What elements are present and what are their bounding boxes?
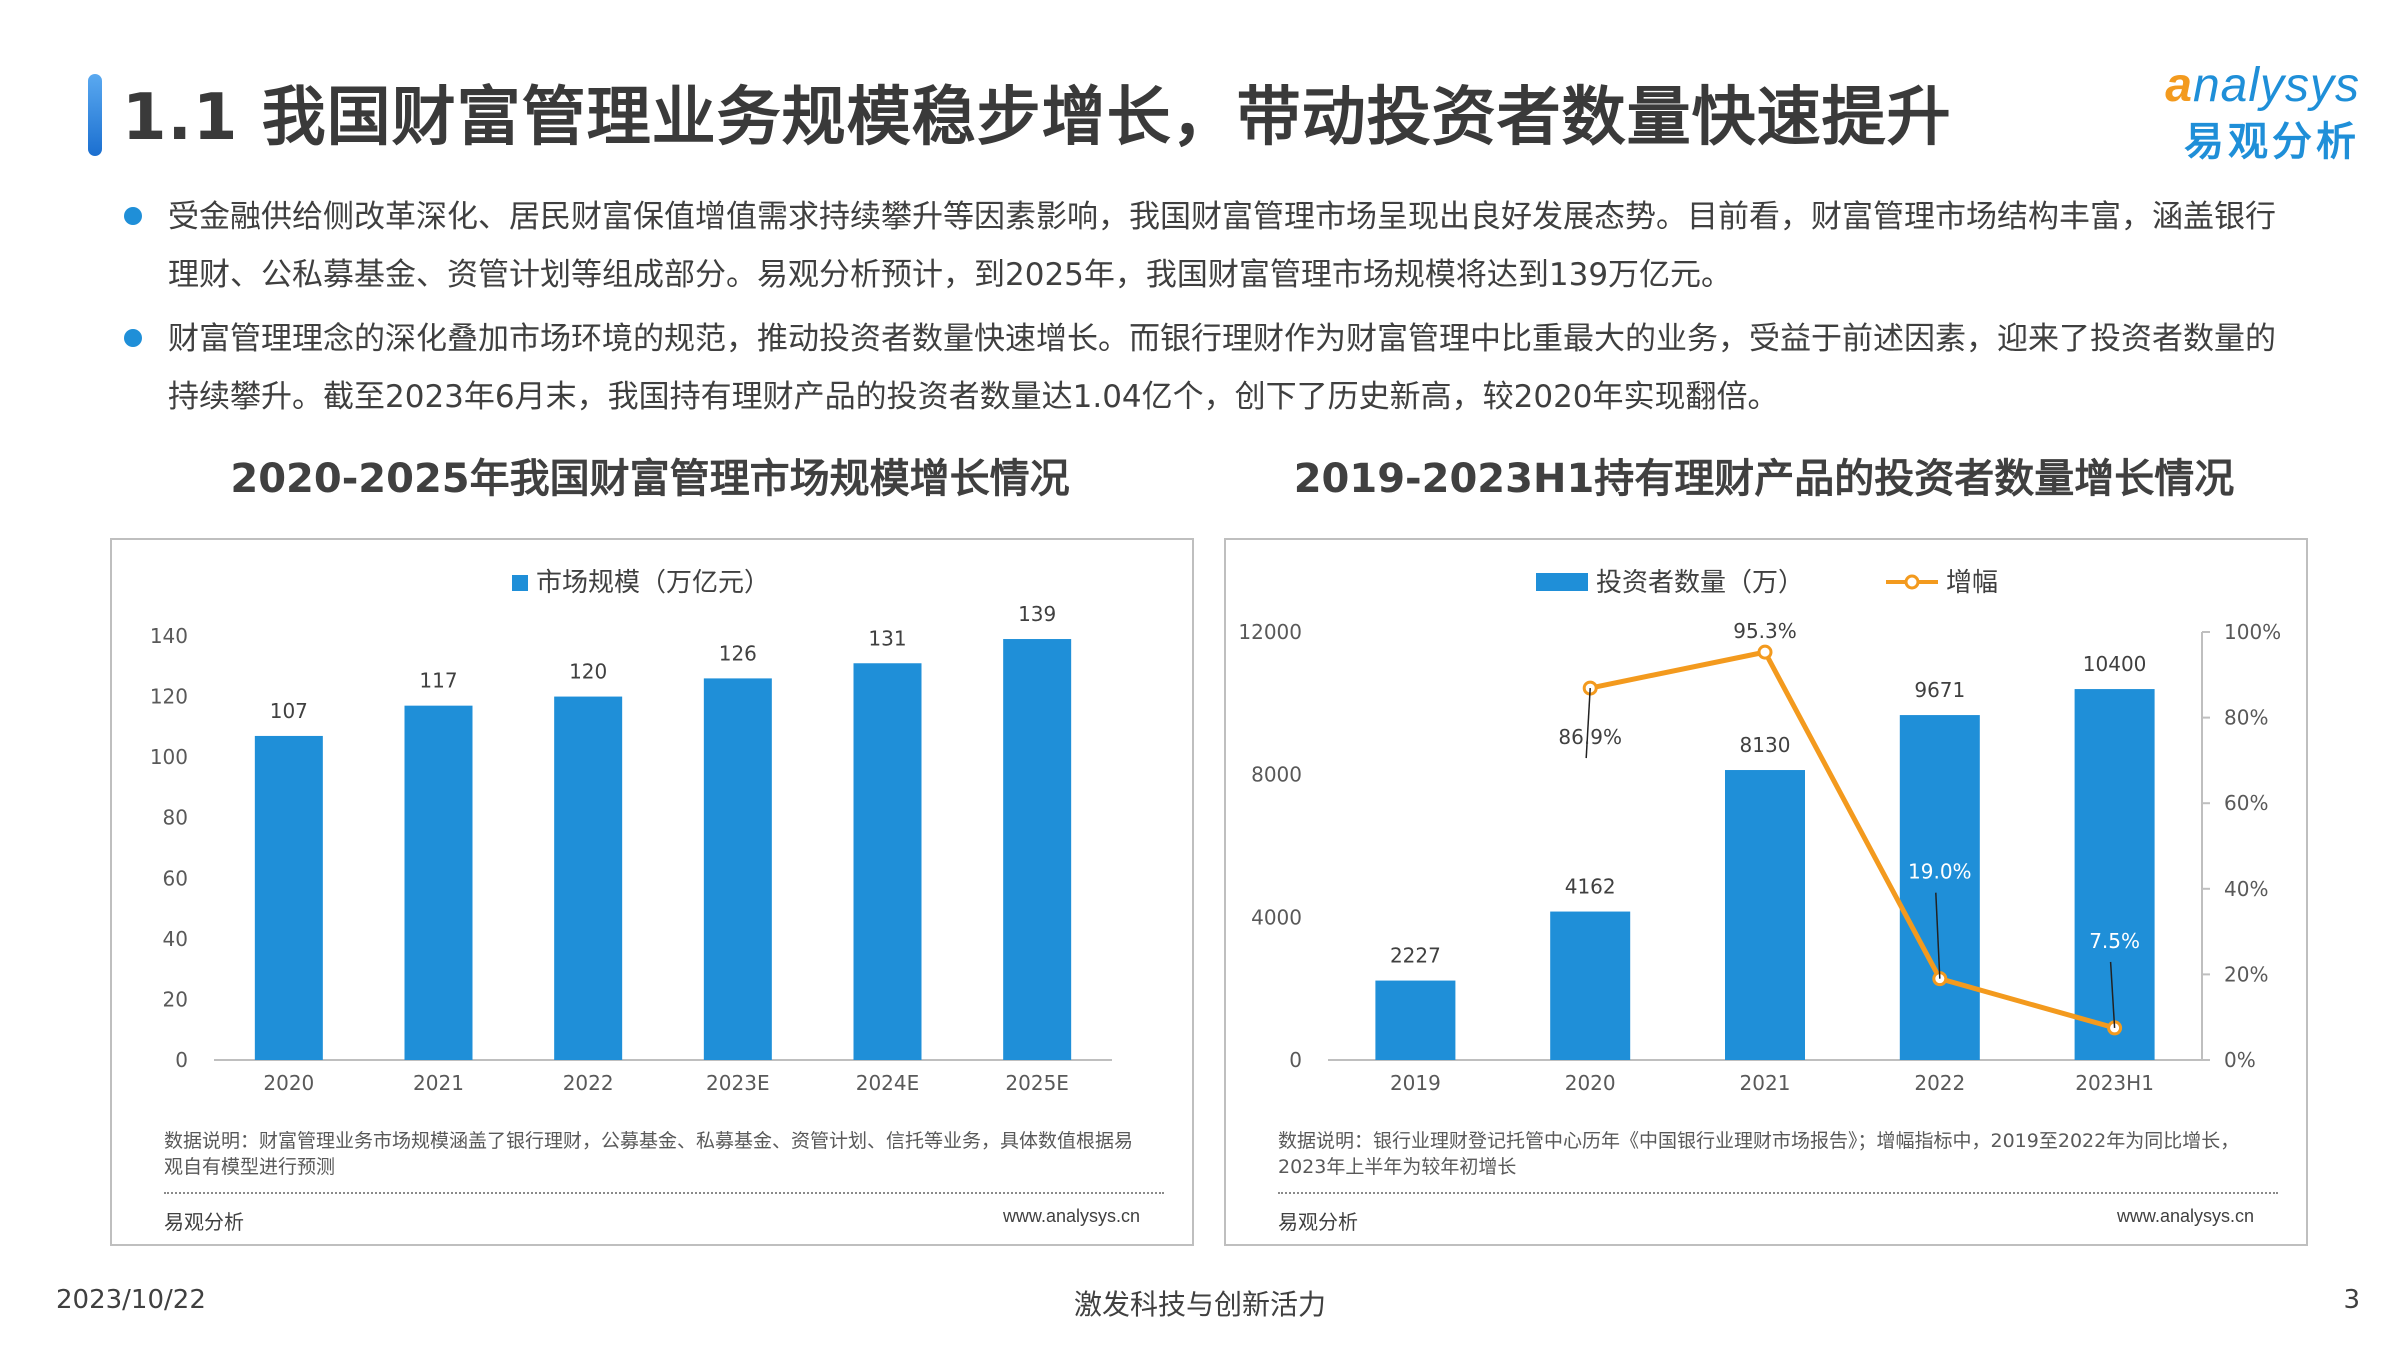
label-leader-line bbox=[1935, 892, 1941, 979]
growth-line bbox=[1589, 649, 2116, 1031]
x-tick-label: 2022 bbox=[1914, 1071, 1965, 1095]
x-tick-label: 2022 bbox=[563, 1071, 614, 1095]
y-tick-label: 120 bbox=[150, 685, 188, 709]
dotted-divider bbox=[1278, 1192, 2278, 1194]
y-right-tick-label: 0% bbox=[2224, 1048, 2256, 1072]
chart-panel-market-size: 市场规模（万亿元） 0 20 40 60 80 100 120 140 107 2020 117 202… bbox=[110, 538, 1194, 1246]
x-tick-label: 2024E bbox=[856, 1071, 920, 1095]
bar bbox=[254, 735, 323, 1060]
y-tick-label: 0 bbox=[175, 1048, 188, 1072]
x-tick-label: 2023E bbox=[706, 1071, 770, 1095]
legend-label: 投资者数量（万） bbox=[1596, 568, 1804, 598]
y-left-tick-label: 8000 bbox=[1251, 763, 1302, 787]
bar-value-label: 126 bbox=[719, 641, 757, 665]
footer-date: 2023/10/22 bbox=[56, 1285, 206, 1315]
y-right-tick-label: 40% bbox=[2224, 877, 2268, 901]
chart-title-market-size: 2020-2025年我国财富管理市场规模增长情况 bbox=[230, 456, 1070, 502]
legend-label: 市场规模（万亿元） bbox=[536, 568, 770, 598]
source-label: 易观分析 bbox=[1278, 1210, 1358, 1234]
bar-value-label: 4162 bbox=[1565, 875, 1616, 899]
bar bbox=[703, 678, 772, 1060]
x-tick-label: 2025E bbox=[1005, 1071, 1069, 1095]
y-tick-label: 80 bbox=[163, 806, 188, 830]
bar bbox=[1375, 980, 1456, 1060]
growth-marker bbox=[1757, 644, 1773, 660]
y-tick-label: 60 bbox=[163, 866, 188, 890]
source-label: 易观分析 bbox=[164, 1210, 244, 1234]
data-note: 数据说明：银行业理财登记托管中心历年《中国银行业理财市场报告》；增幅指标中，20… bbox=[1278, 1130, 2240, 1178]
footer-slogan: 激发科技与创新活力 bbox=[1073, 1288, 1326, 1321]
bar-value-label: 120 bbox=[569, 660, 607, 684]
y-left-tick-label: 0 bbox=[1289, 1048, 1302, 1072]
y-right-tick-label: 100% bbox=[2224, 620, 2281, 644]
bar bbox=[1003, 639, 1072, 1060]
bar bbox=[853, 663, 922, 1060]
bar bbox=[404, 705, 473, 1060]
label-leader-line bbox=[1585, 688, 1591, 759]
market-size-chart: 市场规模（万亿元） 0 20 40 60 80 100 120 140 107 2020 117 202… bbox=[150, 568, 1112, 1095]
investors-chart: 投资者数量（万） 增幅 0 4000 8000 12000 0% 20% 40% 60% 80% 10… bbox=[1238, 568, 2281, 1095]
chart-panel-investors: 投资者数量（万） 增幅 0 4000 8000 12000 0% 20% 40% 60% 80% 10… bbox=[1224, 538, 2308, 1246]
y-tick-label: 140 bbox=[150, 624, 188, 648]
x-tick-label: 2023H1 bbox=[2075, 1071, 2154, 1095]
logo-english: analysys bbox=[2130, 58, 2360, 113]
growth-value-label: 95.3% bbox=[1733, 619, 1797, 643]
bullet-item: 财富管理理念的深化叠加市场环境的规范，推动投资者数量快速增长。而银行理财作为财富… bbox=[122, 310, 2302, 426]
title-accent-bar bbox=[88, 74, 102, 156]
source-url[interactable]: www.analysys.cn bbox=[2116, 1206, 2254, 1226]
bar-value-label: 9671 bbox=[1914, 678, 1965, 702]
y-tick-label: 20 bbox=[163, 987, 188, 1011]
logo-chinese: 易观分析 bbox=[2184, 119, 2360, 165]
y-tick-label: 100 bbox=[150, 745, 188, 769]
bar-value-label: 131 bbox=[868, 626, 906, 650]
growth-value-label: 86.9% bbox=[1558, 725, 1622, 749]
y-right-tick-label: 80% bbox=[2224, 706, 2268, 730]
bar-value-label: 2227 bbox=[1390, 944, 1441, 968]
bar-value-label: 139 bbox=[1018, 602, 1056, 626]
x-tick-label: 2020 bbox=[263, 1071, 314, 1095]
bullet-list: 受金融供给侧改革深化、居民财富保值增值需求持续攀升等因素影响，我国财富管理市场呈… bbox=[122, 188, 2302, 432]
bullet-text: 财富管理理念的深化叠加市场环境的规范，推动投资者数量快速增长。而银行理财作为财富… bbox=[168, 321, 2276, 415]
y-right-tick-label: 60% bbox=[2224, 791, 2268, 815]
page-title: 1.1 我国财富管理业务规模稳步增长，带动投资者数量快速提升 bbox=[122, 81, 1952, 155]
bar-value-label: 107 bbox=[270, 699, 308, 723]
bar-value-label: 117 bbox=[419, 669, 457, 693]
bar bbox=[1550, 911, 1631, 1060]
data-note: 数据说明：财富管理业务市场规模涵盖了银行理财，公募基金、私募基金、资管计划、信托… bbox=[164, 1130, 1134, 1178]
bullet-dot bbox=[124, 329, 142, 347]
logo-letter-a: a bbox=[2165, 59, 2193, 112]
chart-title-investors: 2019-2023H1持有理财产品的投资者数量增长情况 bbox=[1293, 456, 2235, 502]
label-leader-line bbox=[2109, 961, 2116, 1028]
bar-value-label: 8130 bbox=[1740, 733, 1791, 757]
y-left-tick-label: 4000 bbox=[1251, 905, 1302, 929]
legend-swatch-marker bbox=[1904, 574, 1920, 590]
bar bbox=[1899, 715, 1980, 1060]
y-tick-label: 40 bbox=[163, 927, 188, 951]
bullet-text: 受金融供给侧改革深化、居民财富保值增值需求持续攀升等因素影响，我国财富管理市场呈… bbox=[168, 199, 2276, 293]
legend-label: 增幅 bbox=[1946, 568, 1998, 598]
bar bbox=[554, 696, 623, 1060]
y-right-tick-label: 20% bbox=[2224, 962, 2268, 986]
x-tick-label: 2021 bbox=[413, 1071, 464, 1095]
source-url[interactable]: www.analysys.cn bbox=[1002, 1206, 1140, 1226]
growth-value-label: 19.0% bbox=[1908, 860, 1972, 884]
legend-swatch-bar bbox=[1536, 573, 1588, 591]
logo-letters: nalysys bbox=[2192, 59, 2360, 112]
x-tick-label: 2019 bbox=[1390, 1071, 1441, 1095]
x-tick-label: 2020 bbox=[1565, 1071, 1616, 1095]
bar bbox=[1725, 770, 1805, 1060]
bar-value-label: 10400 bbox=[2083, 652, 2147, 676]
page-number: 3 bbox=[2343, 1285, 2360, 1315]
y-left-tick-label: 12000 bbox=[1238, 620, 1302, 644]
dotted-divider bbox=[164, 1192, 1164, 1194]
analysys-logo: analysys 易观分析 bbox=[2130, 58, 2360, 167]
bar bbox=[2074, 689, 2155, 1060]
bullet-dot bbox=[124, 207, 142, 225]
x-tick-label: 2021 bbox=[1740, 1071, 1791, 1095]
legend-swatch bbox=[512, 575, 528, 591]
growth-value-label: 7.5% bbox=[2089, 929, 2140, 953]
bullet-item: 受金融供给侧改革深化、居民财富保值增值需求持续攀升等因素影响，我国财富管理市场呈… bbox=[122, 188, 2302, 304]
